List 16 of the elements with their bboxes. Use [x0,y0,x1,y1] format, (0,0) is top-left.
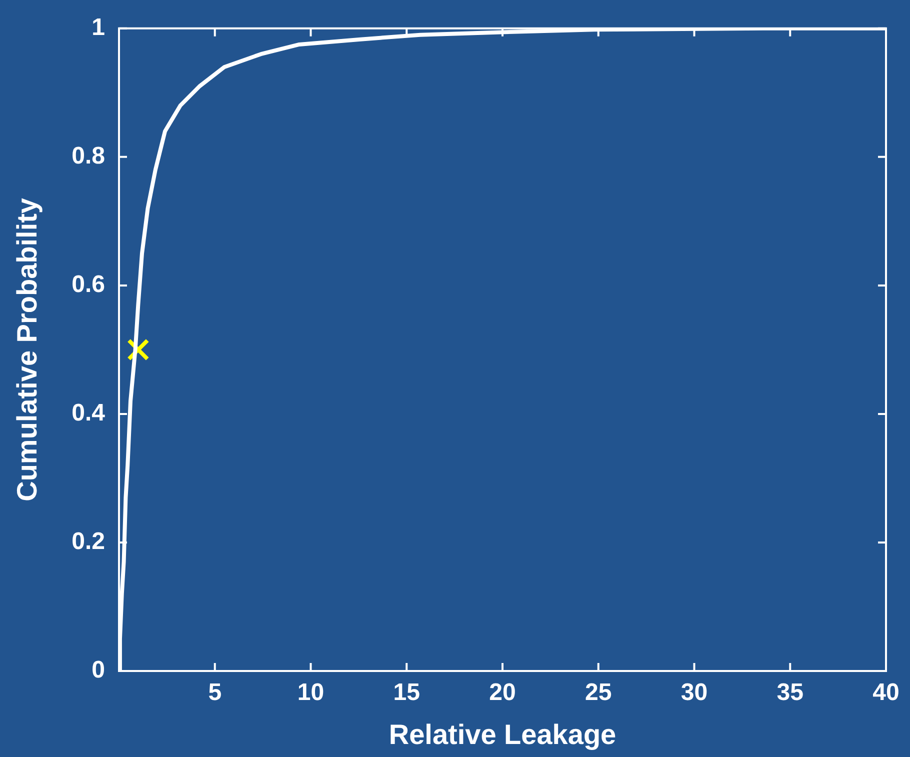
x-tick-label: 30 [680,679,708,706]
x-tick-label: 5 [208,679,222,706]
y-tick-label: 0.2 [72,528,105,556]
y-tick-label: 1 [92,14,105,42]
x-axis-title: Relative Leakage [388,718,616,750]
x-tick-label: 25 [585,679,612,706]
y-tick-label: 0.8 [72,142,105,170]
x-tick-label: 15 [393,679,420,706]
x-tick-label: 10 [297,679,324,706]
x-tick-label: 40 [872,679,900,706]
y-axis-title: Cumulative Probability [12,198,43,502]
y-tick-label: 0.6 [72,271,105,298]
y-tick-label: 0 [92,656,105,684]
x-tick-label: 35 [776,679,804,706]
y-tick-label: 0.4 [72,400,106,427]
x-tick-label: 20 [489,679,516,706]
